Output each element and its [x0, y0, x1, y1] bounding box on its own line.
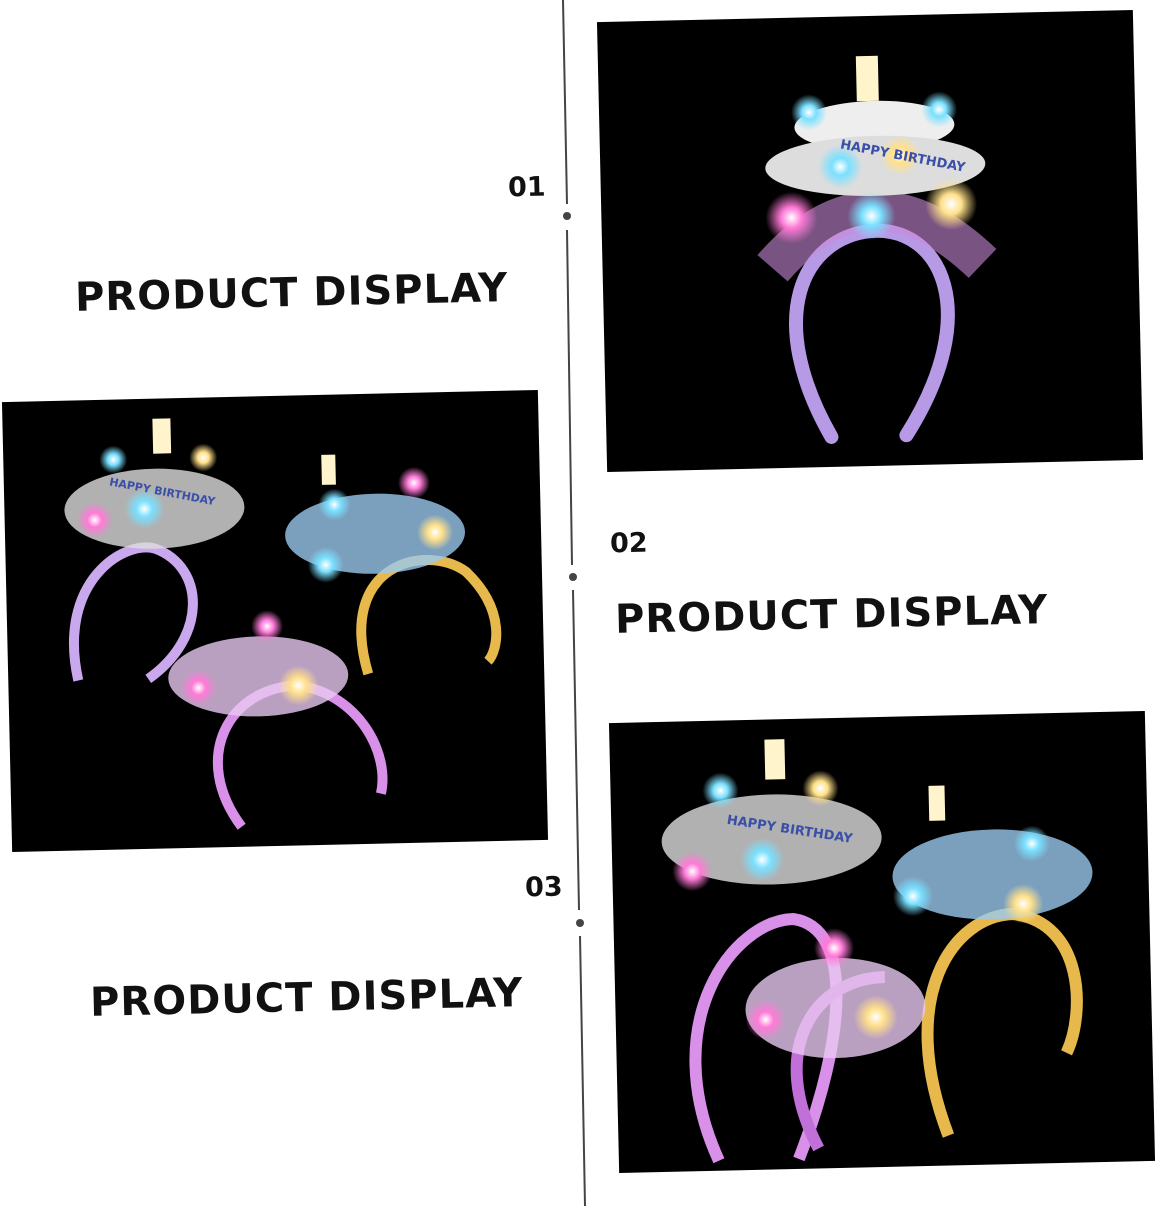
section-label-01: PRODUCT DISPLAY: [74, 265, 509, 321]
section-label-02: PRODUCT DISPLAY: [614, 587, 1049, 643]
product-photo-03: HAPPY BIRTHDAY: [608, 710, 1156, 1174]
section-number-03: 03: [524, 871, 563, 904]
section-number-02: 02: [609, 527, 648, 560]
section-label-03: PRODUCT DISPLAY: [89, 970, 524, 1026]
product-photo-02: HAPPY BIRTHDAY: [1, 389, 549, 853]
divider-dot: [569, 573, 577, 581]
product-photo-01: HAPPY BIRTHDAY: [596, 9, 1144, 473]
divider-dot: [563, 212, 571, 220]
section-number-01: 01: [507, 171, 546, 204]
divider-dot: [576, 919, 584, 927]
